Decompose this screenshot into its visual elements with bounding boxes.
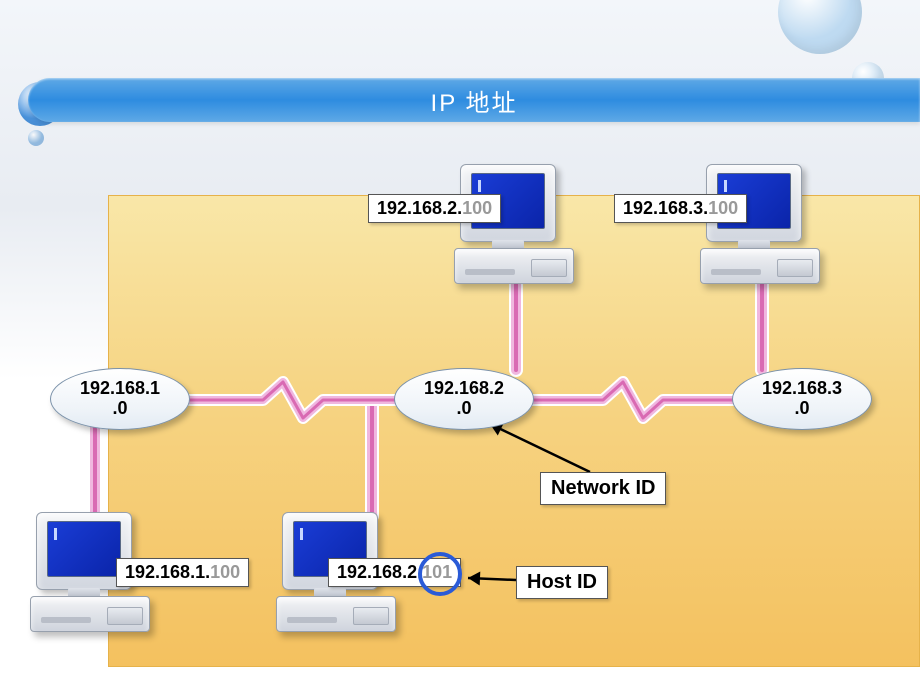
network-node: 192.168.1.0	[50, 368, 190, 430]
ip-network-part: 192.168.1.	[125, 562, 210, 582]
ip-network-part: 192.168.3.	[623, 198, 708, 218]
network-node: 192.168.3.0	[732, 368, 872, 430]
decor-bubble	[778, 0, 862, 54]
network-suffix: .0	[456, 398, 471, 418]
ip-host-part: 100	[462, 198, 492, 218]
network-suffix: .0	[794, 398, 809, 418]
ip-label: 192.168.3.100	[614, 194, 747, 223]
ip-label: 192.168.2.100	[368, 194, 501, 223]
computer-icon	[700, 164, 820, 289]
network-node: 192.168.2.0	[394, 368, 534, 430]
network-prefix: 192.168.2	[424, 378, 504, 398]
title-bar: IP 地址	[28, 78, 920, 122]
decor-bubble	[28, 130, 44, 146]
host-id-circle	[418, 552, 462, 596]
ip-network-part: 192.168.2.	[377, 198, 462, 218]
network-suffix: .0	[112, 398, 127, 418]
network-prefix: 192.168.1	[80, 378, 160, 398]
network-id-label: Network ID	[540, 472, 666, 505]
ip-label: 192.168.1.100	[116, 558, 249, 587]
ip-network-part: 192.168.2.	[337, 562, 422, 582]
ip-host-part: 100	[708, 198, 738, 218]
host-id-label: Host ID	[516, 566, 608, 599]
page-title: IP 地址	[431, 83, 518, 118]
network-prefix: 192.168.3	[762, 378, 842, 398]
ip-host-part: 100	[210, 562, 240, 582]
computer-icon	[454, 164, 574, 289]
